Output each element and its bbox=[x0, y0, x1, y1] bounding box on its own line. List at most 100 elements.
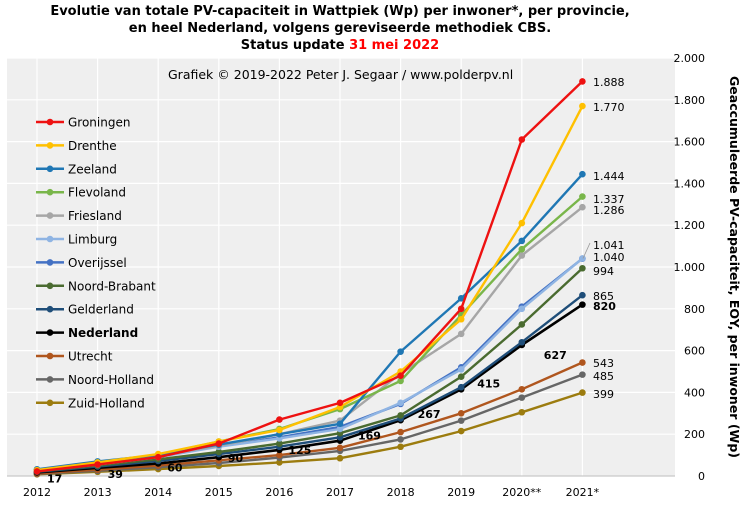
series-line bbox=[36, 361, 583, 475]
data-point bbox=[397, 377, 404, 385]
data-point bbox=[397, 436, 404, 443]
end-label: 820 bbox=[593, 300, 616, 313]
x-tick-label: 2015 bbox=[205, 486, 233, 499]
data-point bbox=[457, 373, 465, 381]
data-point bbox=[518, 305, 526, 313]
x-axis-ticks: 2012 2013 2014 2015 2016 2017 2018 2019 2020** 20… bbox=[23, 486, 600, 499]
series-line bbox=[36, 294, 584, 473]
y-tick-label: 600 bbox=[684, 345, 705, 358]
legend-item: Noord-Brabant bbox=[36, 279, 156, 293]
data-point bbox=[457, 330, 465, 338]
series-line bbox=[36, 391, 583, 476]
series-line bbox=[36, 80, 584, 473]
legend-swatch-marker bbox=[46, 399, 54, 407]
series-layer bbox=[33, 78, 586, 478]
x-tick-label: 2020** bbox=[502, 486, 541, 499]
series-line bbox=[36, 105, 584, 472]
end-label: 485 bbox=[593, 370, 614, 383]
legend-label: Zeeland bbox=[68, 162, 117, 176]
legend-item: Nederland bbox=[36, 326, 138, 340]
data-point bbox=[457, 410, 465, 417]
y-tick-label: 2.000 bbox=[674, 52, 706, 65]
legend-swatch-marker bbox=[46, 165, 54, 173]
legend-swatch-marker bbox=[46, 188, 54, 196]
data-point bbox=[518, 408, 526, 416]
data-point bbox=[457, 295, 465, 302]
nederland-point-label: 267 bbox=[418, 408, 441, 421]
data-point bbox=[336, 444, 344, 452]
data-point bbox=[33, 468, 41, 475]
data-point bbox=[397, 372, 404, 379]
data-point bbox=[518, 321, 526, 328]
chart-title: Evolutie van totale PV-capaciteit in Wat… bbox=[50, 4, 629, 53]
legend: Groningen Drenthe Zeeland Flevoland Frieslan… bbox=[36, 116, 156, 410]
data-point bbox=[579, 255, 586, 262]
y-tick-label: 200 bbox=[684, 428, 705, 441]
x-tick-label: 2018 bbox=[387, 486, 415, 499]
data-point bbox=[276, 416, 283, 423]
status-line: Status update 31 mei 2022 bbox=[241, 38, 439, 53]
legend-item: Drenthe bbox=[36, 139, 117, 153]
data-point bbox=[457, 315, 465, 323]
end-label: 1.286 bbox=[593, 204, 625, 217]
legend-label: Friesland bbox=[68, 209, 122, 223]
legend-item: Limburg bbox=[36, 233, 117, 247]
legend-label: Overijssel bbox=[68, 256, 127, 270]
legend-label: Nederland bbox=[68, 326, 138, 340]
data-point bbox=[397, 348, 404, 355]
y-tick-label: 800 bbox=[684, 303, 705, 316]
legend-item: Overijssel bbox=[36, 256, 127, 270]
data-point bbox=[457, 305, 465, 313]
legend-swatch-marker bbox=[46, 235, 54, 243]
legend-swatch-marker bbox=[46, 142, 54, 149]
legend-swatch-marker bbox=[46, 376, 54, 383]
legend-label: Groningen bbox=[68, 116, 130, 130]
end-label: 994 bbox=[593, 265, 614, 278]
end-label: 1.888 bbox=[593, 76, 625, 89]
data-point bbox=[518, 245, 526, 253]
x-tick-label: 2016 bbox=[265, 486, 293, 499]
data-point bbox=[336, 454, 344, 462]
legend-swatch-marker bbox=[46, 118, 54, 126]
x-tick-label: 2013 bbox=[84, 486, 112, 499]
legend-swatch-marker bbox=[46, 352, 54, 360]
data-point bbox=[518, 252, 526, 259]
legend-swatch-marker bbox=[46, 329, 54, 336]
legend-item: Flevoland bbox=[36, 186, 126, 200]
nederland-point-label: 17 bbox=[47, 472, 62, 485]
data-point bbox=[397, 412, 404, 419]
data-point bbox=[276, 440, 283, 447]
nederland-point-labels: 17 39 60 90 125 169 267 415 627 bbox=[47, 349, 567, 485]
nederland-point-label: 415 bbox=[477, 377, 500, 390]
data-point bbox=[336, 420, 344, 428]
y-tick-label: 1.200 bbox=[674, 219, 706, 232]
data-point bbox=[276, 426, 283, 434]
end-label: 865 bbox=[593, 290, 614, 303]
grid bbox=[7, 57, 675, 477]
series-line bbox=[36, 267, 584, 473]
legend-label: Limburg bbox=[68, 233, 117, 247]
legend-label: Noord-Brabant bbox=[68, 279, 156, 293]
data-point bbox=[276, 451, 283, 459]
legend-item: Gelderland bbox=[36, 303, 134, 317]
legend-label: Utrecht bbox=[68, 350, 113, 364]
data-point bbox=[518, 219, 526, 227]
legend-item: Noord-Holland bbox=[36, 373, 154, 387]
data-point bbox=[397, 443, 404, 451]
legend-swatch-marker bbox=[46, 259, 54, 266]
legend-label: Noord-Holland bbox=[68, 373, 154, 387]
series-line bbox=[36, 373, 583, 476]
legend-item: Groningen bbox=[36, 116, 130, 130]
data-point bbox=[579, 78, 586, 85]
credit-text: Grafiek © 2019-2022 Peter J. Segaar / ww… bbox=[168, 67, 513, 82]
data-point bbox=[215, 448, 223, 456]
x-tick-label: 2021* bbox=[566, 486, 600, 499]
legend-item: Zeeland bbox=[36, 162, 117, 176]
y-tick-label: 1.800 bbox=[674, 94, 706, 107]
data-point bbox=[154, 453, 162, 461]
nederland-point-label: 169 bbox=[358, 430, 381, 443]
data-point bbox=[397, 399, 404, 407]
x-tick-label: 2017 bbox=[326, 486, 354, 499]
